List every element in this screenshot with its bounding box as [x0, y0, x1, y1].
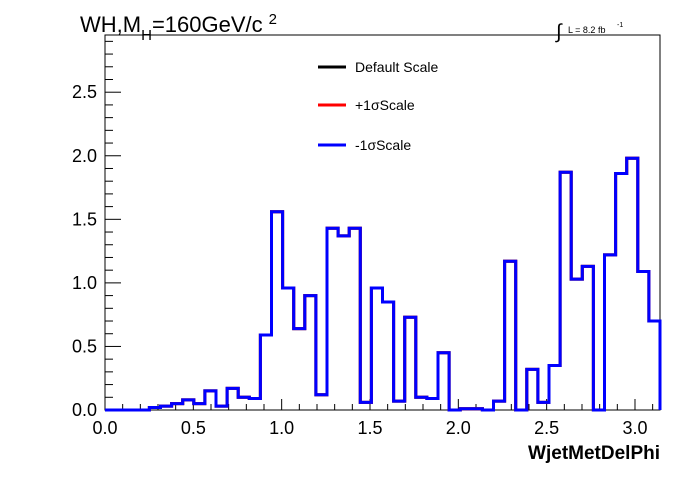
x-tick-label: 2.0	[446, 418, 471, 438]
plot-frame	[104, 34, 661, 411]
y-tick-label: 1.0	[72, 273, 97, 293]
lumi-exponent: -1	[617, 22, 623, 29]
y-tick-label: 0.0	[72, 400, 97, 420]
legend: Default Scale +1σScale -1σScale	[318, 59, 438, 153]
axis-ticks	[104, 40, 654, 411]
x-tick-label: 2.5	[534, 418, 559, 438]
x-tick-label: 1.0	[269, 418, 294, 438]
integral-symbol: ∫	[555, 21, 563, 43]
x-tick-label: 0.0	[92, 418, 117, 438]
x-tick-label: 1.5	[357, 418, 382, 438]
legend-label-minus-sigma: -1σScale	[355, 137, 411, 153]
y-tick-label: 2.0	[72, 146, 97, 166]
x-axis-title: WjetMetDelPhi	[528, 443, 660, 464]
series-line-1	[105, 156, 662, 412]
y-tick-label: 0.5	[72, 336, 97, 356]
y-tick-label: 2.5	[72, 82, 97, 102]
x-tick-label: 0.5	[181, 418, 206, 438]
series-line-0	[105, 156, 662, 412]
series-line-2	[105, 156, 662, 412]
lumi-text: L = 8.2 fb	[568, 25, 605, 35]
series-layer	[105, 156, 662, 412]
axis-tick-labels: 0.0 0.5 1.0 1.5 2.0 2.5 3.0 0.0 0.5 1.0 1.5 2.0 2.5	[72, 82, 648, 438]
legend-label-plus-sigma: +1σScale	[355, 97, 415, 113]
legend-label-default: Default Scale	[355, 59, 438, 75]
lumi-label: ∫ L = 8.2 fb -1	[555, 21, 623, 43]
y-tick-label: 1.5	[72, 209, 97, 229]
chart-title: WH,MH=160GeV/c 2	[80, 11, 277, 44]
x-tick-label: 3.0	[622, 418, 647, 438]
